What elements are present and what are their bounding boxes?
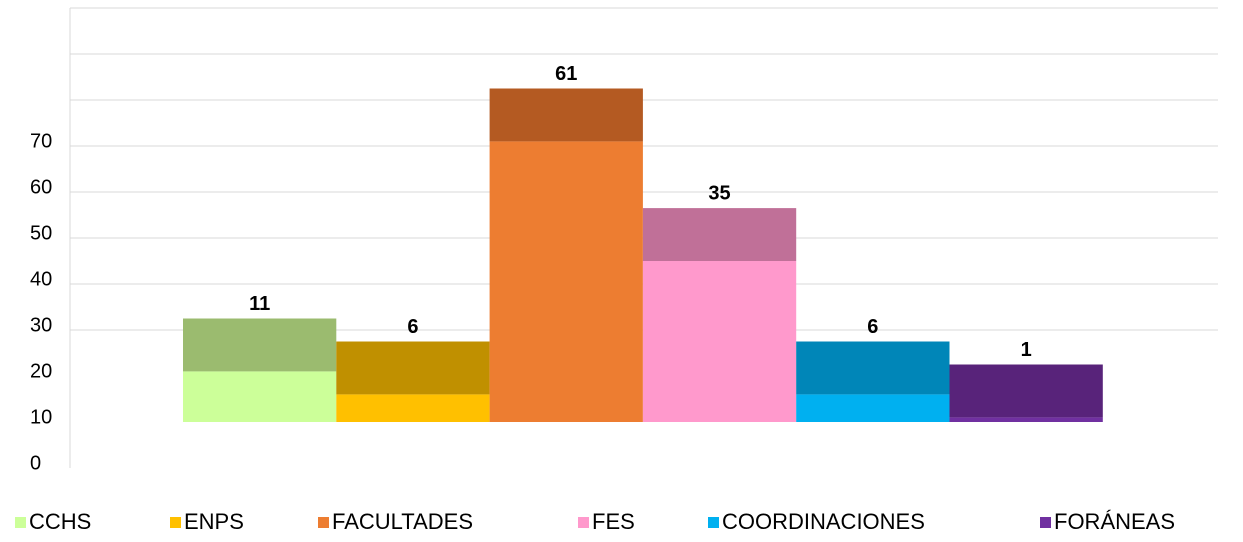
- data-label: 1: [1021, 339, 1032, 361]
- y-tick-label: 60: [30, 176, 52, 198]
- legend-swatch: [578, 517, 589, 528]
- bar-segment: [642, 261, 797, 422]
- data-label: 11: [249, 293, 270, 315]
- legend-label: FORÁNEAS: [1054, 509, 1175, 534]
- legend-swatch: [1040, 517, 1051, 528]
- y-tick-label: 20: [30, 360, 52, 382]
- bar-cap: [642, 208, 797, 261]
- legend-label: ENPS: [184, 509, 244, 534]
- y-tick-label: 30: [30, 314, 52, 336]
- bar-cap: [796, 341, 950, 395]
- y-tick-label: 50: [30, 222, 52, 244]
- bar-segment: [796, 394, 950, 422]
- bar-segment: [183, 371, 337, 422]
- bar-cap: [489, 88, 643, 142]
- bar-segment: [336, 394, 490, 422]
- y-tick-label: 70: [30, 130, 52, 152]
- legend-label: COORDINACIONES: [722, 509, 925, 534]
- data-label: 6: [407, 316, 418, 338]
- y-tick-label: 40: [30, 268, 52, 290]
- legend-swatch: [15, 517, 26, 528]
- bar-cap: [336, 341, 490, 395]
- legend-label: CCHS: [29, 509, 91, 534]
- legend-swatch: [170, 517, 181, 528]
- legend-label: FES: [592, 509, 635, 534]
- data-label: 61: [555, 63, 577, 85]
- data-label: 35: [708, 182, 730, 204]
- legend-label: FACULTADES: [332, 509, 473, 534]
- bar-segment: [489, 141, 643, 422]
- y-tick-label: 10: [30, 406, 52, 428]
- bar-cap: [949, 364, 1103, 418]
- data-label: 6: [867, 316, 878, 338]
- legend-swatch: [318, 517, 329, 528]
- y-tick-label: 0: [30, 452, 41, 474]
- bar-segment: [949, 417, 1103, 422]
- legend-swatch: [708, 517, 719, 528]
- bar-cap: [183, 318, 337, 372]
